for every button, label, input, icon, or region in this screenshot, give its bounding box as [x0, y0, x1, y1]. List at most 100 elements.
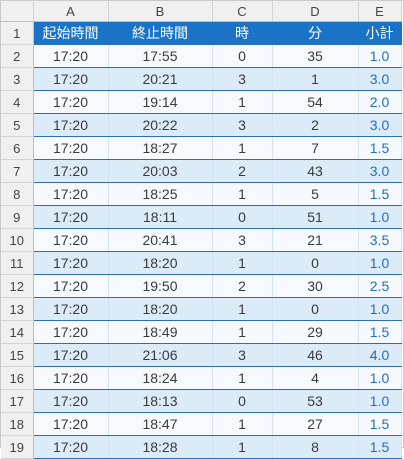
cell-minutes[interactable]: 0: [272, 251, 359, 275]
cell-hours[interactable]: 1: [212, 136, 273, 160]
cell-end-time[interactable]: 18:49: [108, 320, 213, 344]
cell-minutes[interactable]: 7: [272, 136, 359, 160]
cell-subtotal[interactable]: 1.5: [358, 320, 402, 344]
cell-subtotal[interactable]: 2.0: [358, 90, 402, 114]
cell-end-time[interactable]: 18:13: [108, 389, 213, 413]
cell-start-time[interactable]: 17:20: [33, 320, 109, 344]
cell-end-time[interactable]: 19:50: [108, 274, 213, 298]
cell-minutes[interactable]: 5: [272, 182, 359, 206]
row-number[interactable]: 12: [1, 274, 34, 298]
cell-start-time[interactable]: 17:20: [33, 343, 109, 367]
cell-minutes[interactable]: 21: [272, 228, 359, 252]
row-number[interactable]: 16: [1, 366, 34, 390]
row-number[interactable]: 2: [1, 44, 34, 68]
cell-subtotal[interactable]: 1.5: [358, 435, 402, 459]
cell-hours[interactable]: 3: [212, 343, 273, 367]
cell-end-time[interactable]: 18:28: [108, 435, 213, 459]
cell-start-time[interactable]: 17:20: [33, 274, 109, 298]
cell-minutes[interactable]: 4: [272, 366, 359, 390]
cell-start-time[interactable]: 17:20: [33, 205, 109, 229]
cell-end-time[interactable]: 18:11: [108, 205, 213, 229]
cell-end-time[interactable]: 20:21: [108, 67, 213, 91]
row-number[interactable]: 9: [1, 205, 34, 229]
cell-hours[interactable]: 1: [212, 182, 273, 206]
cell-hours[interactable]: 1: [212, 435, 273, 459]
row-number[interactable]: 4: [1, 90, 34, 114]
cell-start-time[interactable]: 17:20: [33, 67, 109, 91]
cell-hours[interactable]: 1: [212, 412, 273, 436]
cell-subtotal[interactable]: 3.5: [358, 228, 402, 252]
cell-start-time[interactable]: 17:20: [33, 90, 109, 114]
cell-end-time[interactable]: 18:27: [108, 136, 213, 160]
column-header-d[interactable]: D: [272, 1, 359, 22]
cell-end-time[interactable]: 20:41: [108, 228, 213, 252]
cell-end-time[interactable]: 20:03: [108, 159, 213, 183]
cell-minutes[interactable]: 51: [272, 205, 359, 229]
column-header-b[interactable]: B: [108, 1, 213, 22]
cell-start-time[interactable]: 17:20: [33, 297, 109, 321]
cell-minutes[interactable]: 43: [272, 159, 359, 183]
header-cell-start[interactable]: 起始時間: [33, 21, 109, 45]
cell-minutes[interactable]: 30: [272, 274, 359, 298]
row-number[interactable]: 7: [1, 159, 34, 183]
cell-end-time[interactable]: 18:20: [108, 251, 213, 275]
cell-end-time[interactable]: 18:47: [108, 412, 213, 436]
cell-hours[interactable]: 3: [212, 228, 273, 252]
cell-hours[interactable]: 0: [212, 205, 273, 229]
cell-end-time[interactable]: 18:24: [108, 366, 213, 390]
cell-subtotal[interactable]: 3.0: [358, 159, 402, 183]
cell-subtotal[interactable]: 1.0: [358, 366, 402, 390]
row-number[interactable]: 10: [1, 228, 34, 252]
cell-end-time[interactable]: 20:22: [108, 113, 213, 137]
cell-end-time[interactable]: 17:55: [108, 44, 213, 68]
row-number[interactable]: 13: [1, 297, 34, 321]
row-number[interactable]: 15: [1, 343, 34, 367]
cell-start-time[interactable]: 17:20: [33, 228, 109, 252]
row-number[interactable]: 3: [1, 67, 34, 91]
cell-end-time[interactable]: 21:06: [108, 343, 213, 367]
cell-minutes[interactable]: 8: [272, 435, 359, 459]
cell-minutes[interactable]: 29: [272, 320, 359, 344]
cell-start-time[interactable]: 17:20: [33, 159, 109, 183]
cell-start-time[interactable]: 17:20: [33, 389, 109, 413]
header-cell-end[interactable]: 終止時間: [108, 21, 213, 45]
cell-start-time[interactable]: 17:20: [33, 113, 109, 137]
cell-subtotal[interactable]: 4.0: [358, 343, 402, 367]
cell-minutes[interactable]: 54: [272, 90, 359, 114]
cell-subtotal[interactable]: 3.0: [358, 113, 402, 137]
row-number[interactable]: 8: [1, 182, 34, 206]
cell-hours[interactable]: 3: [212, 113, 273, 137]
row-number[interactable]: 19: [1, 435, 34, 459]
column-header-c[interactable]: C: [212, 1, 273, 22]
cell-start-time[interactable]: 17:20: [33, 412, 109, 436]
cell-minutes[interactable]: 0: [272, 297, 359, 321]
row-number[interactable]: 1: [1, 21, 34, 45]
cell-start-time[interactable]: 17:20: [33, 435, 109, 459]
cell-start-time[interactable]: 17:20: [33, 44, 109, 68]
cell-subtotal[interactable]: 1.0: [358, 389, 402, 413]
cell-subtotal[interactable]: 2.5: [358, 274, 402, 298]
cell-start-time[interactable]: 17:20: [33, 366, 109, 390]
cell-hours[interactable]: 1: [212, 90, 273, 114]
row-number[interactable]: 11: [1, 251, 34, 275]
header-cell-subtotal[interactable]: 小計: [358, 21, 402, 45]
cell-hours[interactable]: 1: [212, 297, 273, 321]
column-header-a[interactable]: A: [33, 1, 109, 22]
cell-start-time[interactable]: 17:20: [33, 182, 109, 206]
row-number[interactable]: 17: [1, 389, 34, 413]
cell-hours[interactable]: 1: [212, 366, 273, 390]
row-number[interactable]: 18: [1, 412, 34, 436]
cell-hours[interactable]: 0: [212, 389, 273, 413]
cell-hours[interactable]: 0: [212, 44, 273, 68]
cell-end-time[interactable]: 18:25: [108, 182, 213, 206]
column-header-e[interactable]: E: [358, 1, 402, 22]
cell-hours[interactable]: 3: [212, 67, 273, 91]
cell-minutes[interactable]: 27: [272, 412, 359, 436]
cell-hours[interactable]: 1: [212, 320, 273, 344]
cell-start-time[interactable]: 17:20: [33, 136, 109, 160]
cell-minutes[interactable]: 35: [272, 44, 359, 68]
row-number[interactable]: 6: [1, 136, 34, 160]
cell-minutes[interactable]: 46: [272, 343, 359, 367]
cell-start-time[interactable]: 17:20: [33, 251, 109, 275]
cell-end-time[interactable]: 18:20: [108, 297, 213, 321]
